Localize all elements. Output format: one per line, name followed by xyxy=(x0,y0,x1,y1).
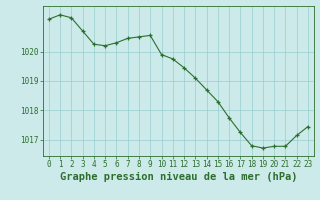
X-axis label: Graphe pression niveau de la mer (hPa): Graphe pression niveau de la mer (hPa) xyxy=(60,172,297,182)
